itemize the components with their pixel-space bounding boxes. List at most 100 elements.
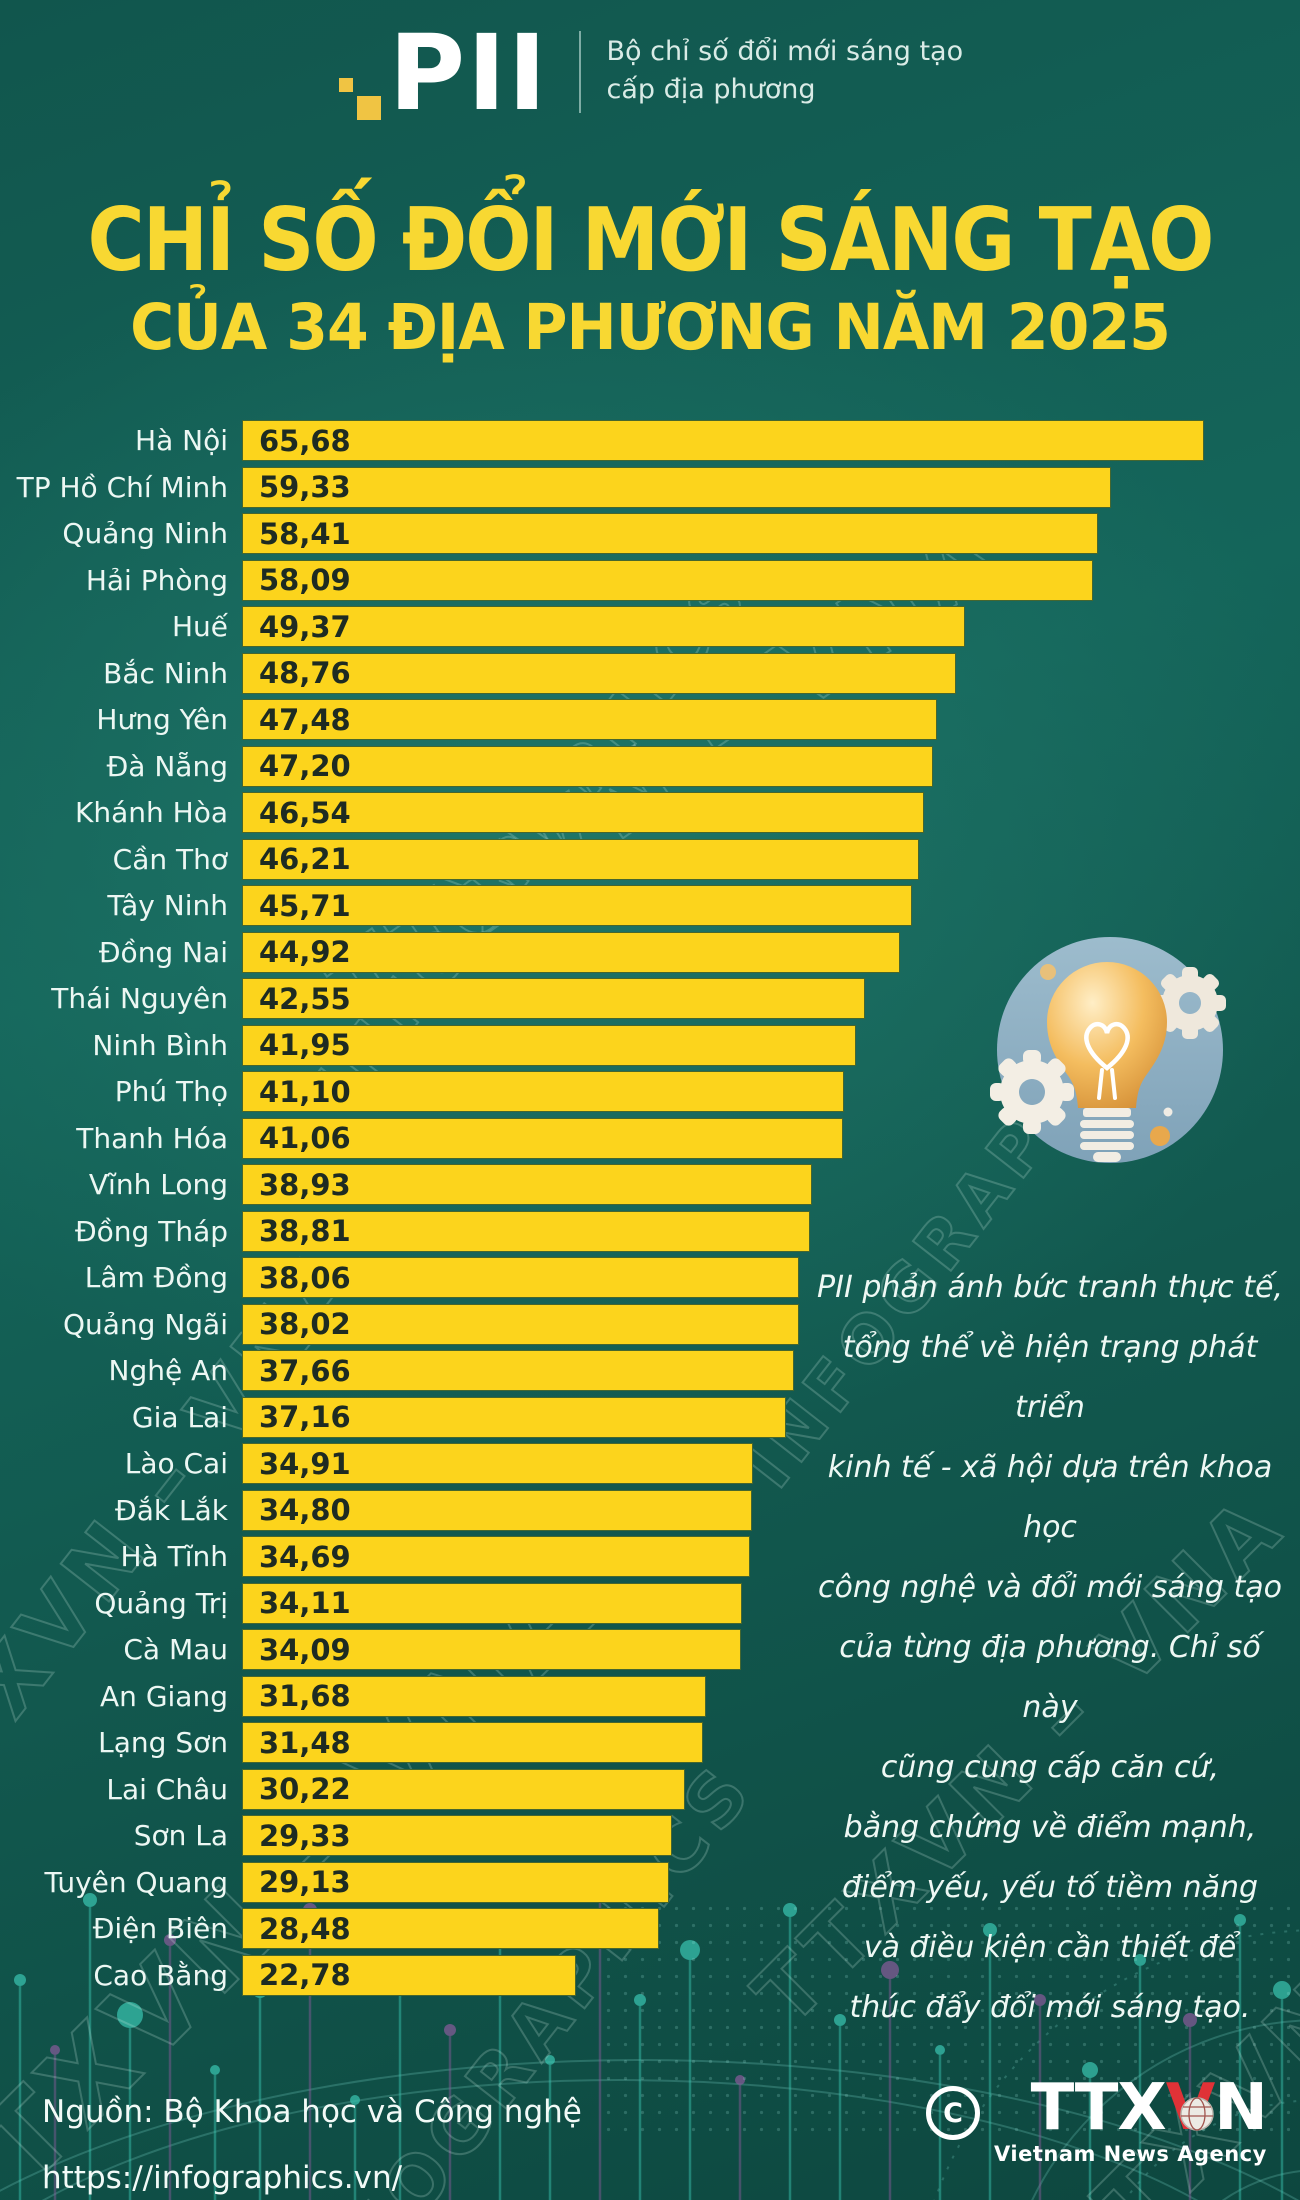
bar-row: Quảng Ngãi 38,02 xyxy=(0,1303,1300,1345)
bar-label: Quảng Ninh xyxy=(62,517,228,550)
bar-row: Vĩnh Long 38,93 xyxy=(0,1164,1300,1205)
bar-label: Khánh Hòa xyxy=(74,796,228,829)
bar: 48,76 xyxy=(242,652,956,694)
program-tagline: Bộ chỉ số đổi mới sáng tạo cấp địa phươn… xyxy=(607,33,964,115)
bar-row: An Giang 31,68 xyxy=(0,1675,1300,1717)
bar: 34,91 xyxy=(242,1443,753,1484)
bar-value: 46,21 xyxy=(259,842,351,876)
bar-row: Tuyên Quang 29,13 xyxy=(0,1861,1300,1903)
bar-label: Thái Nguyên xyxy=(51,982,228,1015)
bar-row: Hưng Yên 47,48 xyxy=(0,699,1300,740)
bar-value: 22,78 xyxy=(259,1958,351,1992)
bar: 47,48 xyxy=(242,699,937,740)
bar-row: Nghệ An 37,66 xyxy=(0,1350,1300,1391)
bar-label: Tuyên Quang xyxy=(44,1865,228,1899)
bar: 28,48 xyxy=(242,1908,659,1949)
bar-row: Cao Bằng 22,78 xyxy=(0,1954,1300,1996)
bar: 38,81 xyxy=(242,1210,810,1252)
bar-value: 29,13 xyxy=(259,1865,351,1899)
circuit-pins-decoration xyxy=(0,1872,1300,2200)
tagline-line1: Bộ chỉ số đổi mới sáng tạo xyxy=(606,36,964,67)
bar-row: TP Hồ Chí Minh 59,33 xyxy=(0,466,1300,508)
bar-value: 47,20 xyxy=(259,749,351,783)
bar-label: Hưng Yên xyxy=(96,703,228,736)
bar-row: Hà Nội 65,68 xyxy=(0,420,1300,461)
bar-chart: Hà Nội 65,68 TP Hồ Chí Minh 59,33 Quảng Ninh… xyxy=(0,420,1300,2001)
ttxvn-wordmark: TTXVN xyxy=(1031,2076,1268,2140)
lightbulb-icon xyxy=(1047,962,1167,1162)
decor-ball xyxy=(1163,1107,1173,1117)
bar-value: 48,76 xyxy=(259,656,351,690)
bar-row: Lai Châu 30,22 xyxy=(0,1768,1300,1810)
bar-value: 41,06 xyxy=(259,1121,351,1155)
bar-label: Lạng Sơn xyxy=(98,1726,228,1759)
bar: 34,80 xyxy=(242,1489,752,1531)
bar-value: 30,22 xyxy=(259,1772,351,1806)
bar-row: Đà Nẵng 47,20 xyxy=(0,745,1300,787)
pii-logo-text: PII xyxy=(388,12,549,135)
bar-row: Sơn La 29,33 xyxy=(0,1815,1300,1856)
decor-ball xyxy=(1150,1126,1170,1146)
bar-row: Lâm Đồng 38,06 xyxy=(0,1257,1300,1298)
bar: 29,13 xyxy=(242,1861,669,1903)
bar-row: Gia Lai 37,16 xyxy=(0,1396,1300,1438)
bar: 30,22 xyxy=(242,1768,685,1810)
bar-row: Hà Tĩnh 34,69 xyxy=(0,1536,1300,1577)
bar: 45,71 xyxy=(242,885,912,926)
bar-row: Đồng Tháp 38,81 xyxy=(0,1210,1300,1252)
bar: 41,06 xyxy=(242,1117,843,1159)
pii-logo-squares-icon xyxy=(337,26,383,122)
bar-label: Đồng Nai xyxy=(98,935,228,969)
page-title-line2: CỦA 34 ĐỊA PHƯƠNG NĂM 2025 xyxy=(130,290,1171,366)
bar-value: 65,68 xyxy=(259,423,351,458)
bar-value: 37,66 xyxy=(259,1353,351,1388)
bar: 37,66 xyxy=(242,1350,794,1391)
bar-value: 49,37 xyxy=(259,609,351,644)
header: PII Bộ chỉ số đổi mới sáng tạo cấp địa p… xyxy=(0,12,1300,135)
bar-row: Điện Biên 28,48 xyxy=(0,1908,1300,1949)
gear-icon xyxy=(1154,967,1226,1039)
bar-value: 31,68 xyxy=(259,1679,351,1713)
bar: 49,37 xyxy=(242,606,965,647)
bar-row: Thanh Hóa 41,06 xyxy=(0,1117,1300,1159)
ttxvn-n: N xyxy=(1214,2071,1268,2145)
bar-label: Tây Ninh xyxy=(107,889,228,922)
bar-label: Hà Nội xyxy=(135,424,228,457)
bar-row: Quảng Ninh 58,41 xyxy=(0,513,1300,554)
bar-value: 59,33 xyxy=(259,470,351,504)
bar: 59,33 xyxy=(242,466,1111,508)
bar-row: Đắk Lắk 34,80 xyxy=(0,1489,1300,1531)
copyright-icon: C xyxy=(926,2086,980,2140)
bar-value: 29,33 xyxy=(259,1818,351,1853)
bar-value: 38,06 xyxy=(259,1260,351,1295)
ttxvn-logo: C TTXVN Vietnam News Agency xyxy=(926,2076,1268,2166)
bar: 46,21 xyxy=(242,838,919,880)
pii-square-small xyxy=(338,78,353,92)
bar-value: 38,81 xyxy=(259,1214,351,1248)
bar-row: Đồng Nai 44,92 xyxy=(0,931,1300,973)
bar-label: Ninh Bình xyxy=(92,1028,228,1062)
bar-value: 34,09 xyxy=(259,1632,351,1667)
pii-square-large xyxy=(356,96,381,120)
bar-label: Gia Lai xyxy=(131,1400,228,1434)
globe-icon xyxy=(1179,2097,1214,2131)
bar-value: 38,02 xyxy=(259,1307,351,1341)
bar-value: 28,48 xyxy=(259,1911,351,1946)
bar-value: 47,48 xyxy=(259,702,351,737)
description-note: PII phản ánh bức tranh thực tế, tổng thể… xyxy=(817,1270,1283,2025)
bar: 41,95 xyxy=(242,1024,856,1066)
bar-label: Cà Mau xyxy=(123,1633,228,1666)
bar-label: Đắk Lắk xyxy=(115,1493,228,1527)
ttxvn-ttx: TTX xyxy=(1030,2071,1167,2145)
bar-value: 31,48 xyxy=(259,1725,351,1760)
bar-value: 34,80 xyxy=(259,1493,351,1527)
bar-value: 44,92 xyxy=(259,935,351,969)
bar-row: Cần Thơ 46,21 xyxy=(0,838,1300,880)
bar-label: Đồng Tháp xyxy=(74,1214,228,1248)
bar-row: Lào Cai 34,91 xyxy=(0,1443,1300,1484)
bar: 38,93 xyxy=(242,1164,812,1205)
bar: 42,55 xyxy=(242,978,865,1019)
bar-row: Cà Mau 34,09 xyxy=(0,1629,1300,1670)
bar: 58,41 xyxy=(242,513,1098,554)
